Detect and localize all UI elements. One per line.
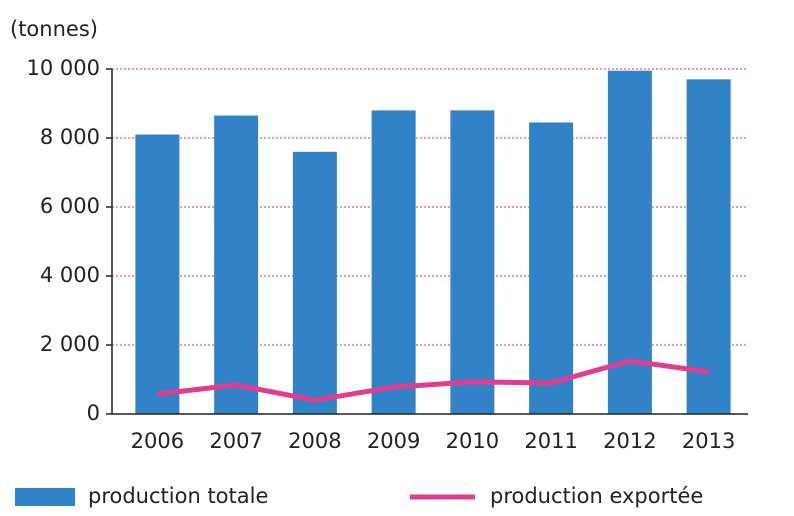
bar [450,110,495,415]
bar [686,79,731,414]
y-tick-label: 6 000 [40,194,100,218]
y-tick-label: 10 000 [27,56,100,80]
bar [214,115,259,414]
x-tick-label: 2011 [524,429,577,453]
x-tick-label: 2013 [682,429,735,453]
x-tick-label: 2012 [603,429,656,453]
bar [292,151,337,415]
x-tick-label: 2007 [209,429,262,453]
legend-label: production exportée [490,484,703,508]
legend-label: production totale [88,484,268,508]
bar [371,110,416,415]
x-tick-label: 2010 [446,429,499,453]
x-tick-label: 2006 [131,429,184,453]
x-tick-label: 2008 [288,429,341,453]
bar [135,134,180,415]
y-tick-label: 2 000 [40,332,100,356]
bar [607,70,652,414]
line [157,358,709,403]
legend-swatch [15,488,75,506]
y-tick-label: 4 000 [40,263,100,287]
y-tick-label: 8 000 [40,125,100,149]
x-tick-label: 2009 [367,429,420,453]
y-tick-label: 0 [87,401,100,425]
y-axis-label: (tonnes) [10,17,98,41]
bar [529,122,574,414]
